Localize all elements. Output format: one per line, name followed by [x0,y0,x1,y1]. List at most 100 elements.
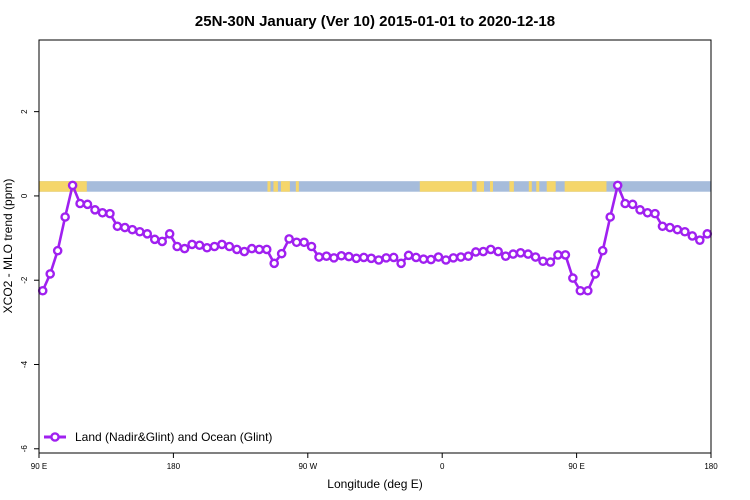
data-point [179,243,190,254]
data-point [217,239,227,250]
land-segment-10 [536,181,540,192]
data-point [373,255,384,265]
data-point [284,234,294,244]
data-point [224,241,235,252]
data-point [45,269,56,279]
land-segment-7 [489,181,493,192]
data-point [463,251,474,261]
data-point [508,249,518,259]
data-point [388,252,399,263]
land-segment-1 [267,181,271,192]
data-point [149,234,160,245]
data-point [545,257,556,267]
data-point [187,239,197,250]
data-point [470,247,481,257]
y-tick-label: -4 [20,360,29,368]
ocean-band [39,181,711,192]
data-point [568,273,578,283]
data-point [635,205,645,215]
data-point [597,245,608,256]
land-segment-2 [273,181,278,192]
data-point [523,249,533,259]
data-point [441,255,451,265]
data-point [478,246,489,257]
data-point [680,226,690,237]
series-layer [37,180,713,296]
data-point [657,221,668,232]
data-point [515,248,526,258]
data-point [306,241,317,252]
data-point [314,252,324,262]
land-segment-0 [39,181,87,192]
land-segment-12 [564,181,607,192]
data-point [299,237,309,248]
data-point [194,240,205,251]
data-point [157,236,167,247]
land-segment-5 [419,181,473,192]
x-tick-label: 180 [704,462,718,471]
data-point [52,245,63,256]
data-point [448,253,459,263]
data-point [358,252,369,263]
data-point [269,258,280,269]
data-point [291,237,302,248]
data-point [164,229,175,239]
land-ocean-strip [39,181,711,192]
data-point [605,212,616,222]
data-point [82,199,93,210]
data-point [134,226,145,237]
y-axis-label: XCO2 - MLO trend (ppm) [1,179,15,314]
x-tick-label: 90 E [568,462,584,471]
x-tick-label: 90 E [31,462,47,471]
data-point [336,250,347,261]
chart-title: 25N-30N January (Ver 10) 2015-01-01 to 2… [195,13,555,30]
data-point [411,252,421,263]
data-point [366,253,377,264]
data-point [254,244,265,255]
series-line-0 [41,184,709,293]
x-tick-label: 180 [167,462,181,471]
data-point [418,254,429,264]
data-point [575,285,586,296]
data-point [396,258,406,269]
data-point [493,246,504,257]
legend: Land (Nadir&Glint) and Ocean (Glint) [44,430,272,444]
land-segment-4 [295,181,299,192]
data-point [500,251,511,261]
data-point [344,251,354,262]
data-point [687,231,698,241]
x-axis: 90 E 180 90 W 0 90 E 180 [31,453,718,471]
land-segment-6 [476,181,485,192]
data-point [261,244,272,255]
data-point [672,224,683,235]
legend-marker [50,432,60,442]
data-point [560,250,571,260]
data-point [202,242,212,253]
data-point [620,198,630,209]
y-tick-label: -2 [20,276,29,284]
data-point [329,253,339,263]
data-point [642,207,653,218]
data-point [381,253,392,263]
data-point [37,285,48,296]
land-segment-9 [528,181,532,192]
data-point [485,244,496,255]
plot-frame [38,39,712,454]
x-tick-label: 90 W [298,462,317,471]
y-axis: 2 0 -2 -4 -6 [20,109,39,452]
data-point [403,250,414,261]
data-point [583,285,593,296]
data-point [530,252,541,262]
data-point [75,198,85,209]
data-point [612,180,623,191]
data-point [172,241,182,252]
data-point [97,207,108,218]
data-point [433,252,444,262]
data-point [321,251,332,261]
data-point [276,248,287,259]
data-point [67,180,78,191]
data-point [650,208,660,219]
data-point [351,253,362,264]
data-point [456,252,466,262]
